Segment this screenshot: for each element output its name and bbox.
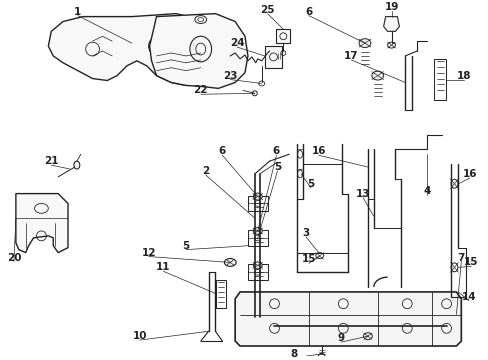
Ellipse shape [371,71,383,80]
Text: 22: 22 [193,85,207,95]
Text: 21: 21 [44,156,59,166]
Bar [276,30,290,43]
Ellipse shape [253,262,262,269]
Text: 5: 5 [182,241,189,251]
Text: 3: 3 [302,228,309,238]
Text: 25: 25 [260,5,274,15]
Text: 12: 12 [141,248,156,258]
Text: 14: 14 [461,292,475,302]
Text: 8: 8 [290,349,297,359]
Text: 16: 16 [311,146,325,156]
Text: 17: 17 [343,51,358,61]
Text: 15: 15 [463,257,477,267]
Text: 20: 20 [7,252,21,262]
Text: 24: 24 [229,38,244,48]
Text: 6: 6 [305,7,312,17]
Text: 7: 7 [457,252,464,262]
Bar [433,59,445,100]
Text: 5: 5 [273,162,281,172]
Ellipse shape [358,39,370,48]
Text: 5: 5 [306,179,314,189]
Text: 19: 19 [384,2,398,12]
Polygon shape [48,14,220,85]
Polygon shape [16,194,68,253]
Text: 9: 9 [337,333,344,343]
Text: 18: 18 [456,71,470,81]
Polygon shape [149,14,247,88]
Bar [247,230,267,246]
Text: 6: 6 [218,146,225,156]
Text: 11: 11 [156,262,170,273]
Text: 16: 16 [462,169,476,179]
Polygon shape [383,17,399,31]
Text: 6: 6 [272,146,280,156]
Bar [216,280,226,308]
Text: 10: 10 [132,331,147,341]
Bar [247,195,267,211]
Bar [247,264,267,280]
Text: 4: 4 [422,186,430,195]
Text: 23: 23 [223,71,237,81]
Ellipse shape [253,228,262,234]
Bar [264,46,282,68]
Text: 1: 1 [74,7,81,17]
Polygon shape [235,292,460,346]
Text: 15: 15 [301,255,316,265]
Ellipse shape [253,193,262,200]
Text: 13: 13 [355,189,369,199]
Text: 2: 2 [202,166,209,176]
Ellipse shape [224,258,236,266]
